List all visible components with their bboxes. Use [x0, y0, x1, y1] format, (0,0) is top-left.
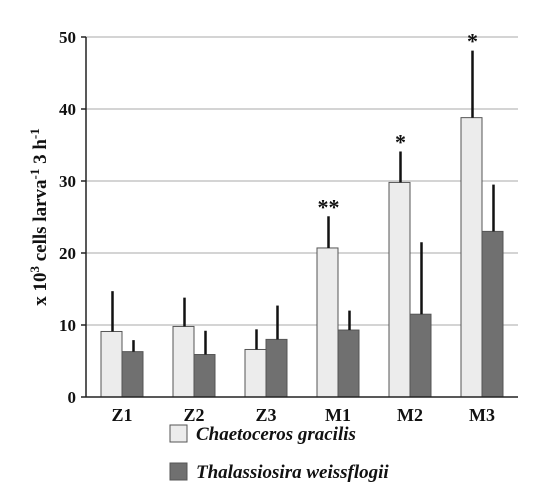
x-tick-label: M1 — [325, 405, 351, 425]
bar — [409, 313, 432, 398]
y-axis-label-text: cells larva — [30, 179, 51, 266]
y-axis-label-superscript: 3 — [27, 266, 42, 273]
legend-label: Chaetoceros gracilis — [196, 424, 356, 445]
y-axis-label-text: x 10 — [30, 273, 51, 306]
bar — [337, 329, 360, 398]
legend-label: Thalassiosira weissflogii — [196, 462, 389, 483]
bar — [265, 338, 288, 398]
bar — [388, 181, 411, 398]
y-axis-label: x 103 cells larva-1 3 h-1 — [27, 128, 51, 306]
bar — [100, 330, 123, 398]
x-tick-label: Z3 — [255, 405, 276, 425]
bar — [121, 351, 144, 398]
legend-swatch — [169, 462, 188, 481]
bar — [460, 117, 483, 398]
y-tick-label: 0 — [68, 388, 77, 407]
y-axis-label-superscript: -1 — [27, 128, 42, 139]
x-tick-label: Z1 — [111, 405, 132, 425]
axes — [81, 36, 518, 398]
gridlines — [86, 36, 518, 326]
significance-marker: * — [467, 29, 478, 54]
x-tick-label: M3 — [469, 405, 495, 425]
bars — [100, 50, 504, 398]
y-tick-label: 50 — [59, 28, 76, 47]
legend-swatch — [169, 424, 188, 443]
x-tick-label: M2 — [397, 405, 423, 425]
significance-marker: * — [395, 129, 406, 154]
bar — [316, 247, 339, 398]
y-axis-label-text: 3 h — [30, 139, 51, 169]
x-tick-label: Z2 — [183, 405, 204, 425]
y-axis-label-superscript: -1 — [27, 169, 42, 180]
bar — [244, 348, 267, 398]
bar — [481, 230, 504, 398]
bar — [172, 325, 195, 398]
y-tick-label: 30 — [59, 172, 76, 191]
legend: Chaetoceros gracilis Thalassiosira weissf… — [169, 424, 389, 483]
y-tick-label: 10 — [59, 316, 76, 335]
y-tick-label: 20 — [59, 244, 76, 263]
bar — [193, 354, 216, 398]
significance-marker: ** — [318, 194, 340, 219]
y-tick-label: 40 — [59, 100, 76, 119]
